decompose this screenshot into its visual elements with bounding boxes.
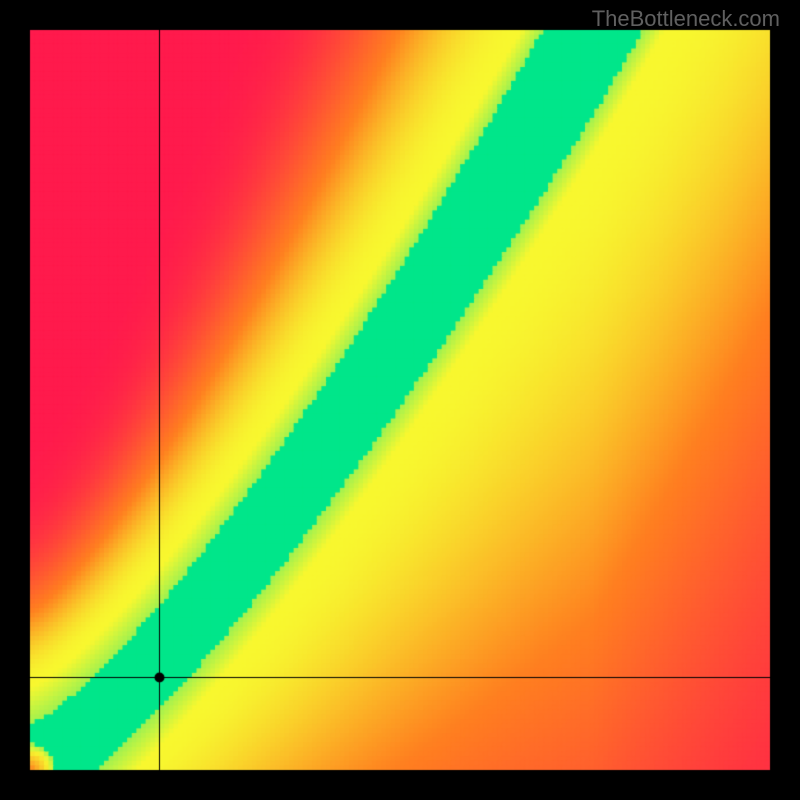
watermark-text: TheBottleneck.com: [592, 6, 780, 32]
bottleneck-heatmap: [0, 0, 800, 800]
